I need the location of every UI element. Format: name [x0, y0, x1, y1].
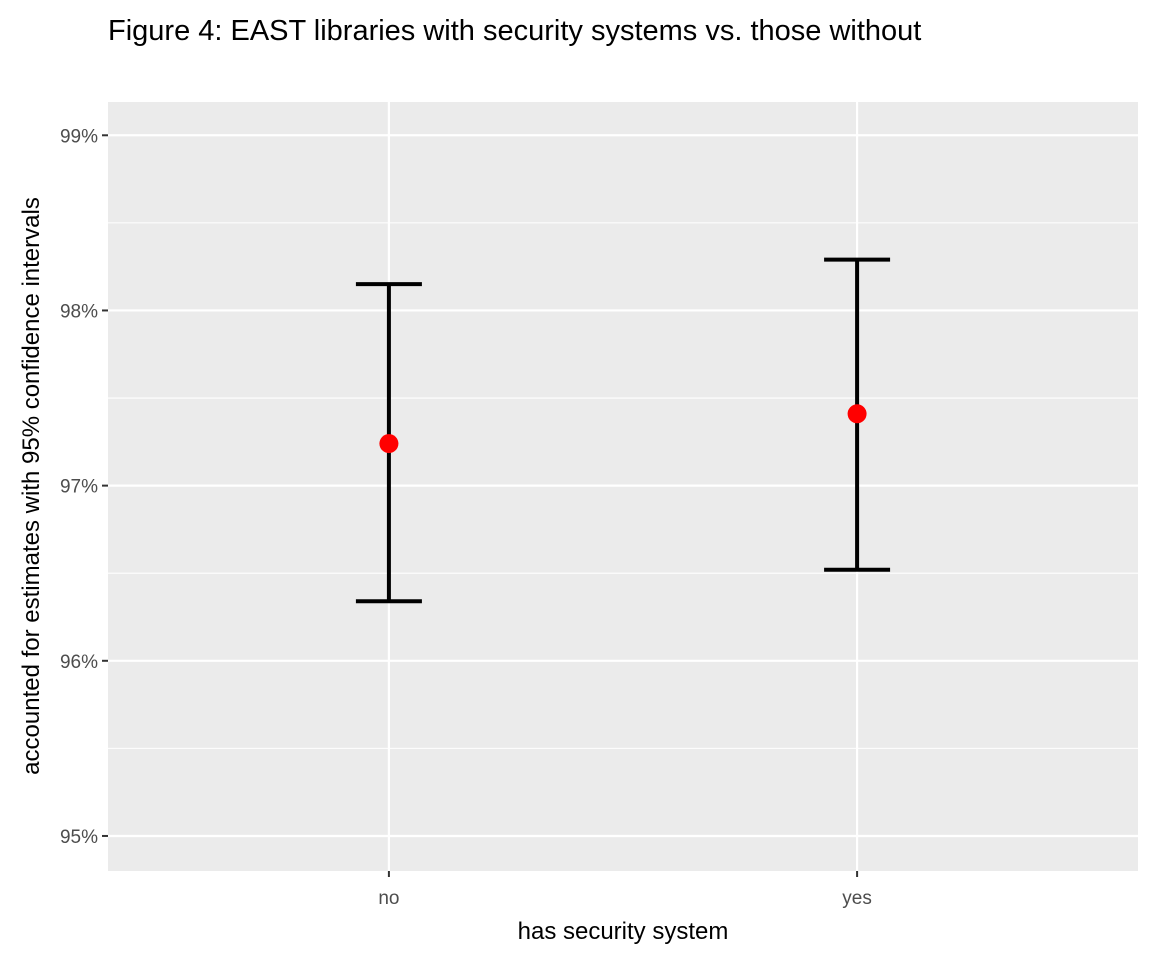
minor-gridlines: [108, 222, 1138, 749]
point-estimate-no: [379, 434, 399, 454]
y-axis-ticks: 95% 96% 97% 98% 99%: [60, 126, 108, 848]
y-tick-label: 97%: [60, 477, 98, 498]
y-tick-label: 96%: [60, 652, 98, 673]
chart-marks: [355, 257, 891, 604]
y-tick-label: 99%: [60, 126, 98, 147]
y-tick-label: 98%: [60, 301, 98, 322]
x-axis-title: has security system: [518, 918, 729, 945]
chart-title: Figure 4: EAST libraries with security s…: [108, 15, 921, 47]
y-axis-title: accounted for estimates with 95% confide…: [18, 197, 45, 775]
x-tick-label: yes: [842, 888, 872, 909]
x-axis-ticks: no yes: [378, 871, 872, 909]
point-estimate-yes: [847, 404, 867, 424]
y-tick-label: 95%: [60, 827, 98, 848]
x-tick-label: no: [378, 888, 399, 909]
